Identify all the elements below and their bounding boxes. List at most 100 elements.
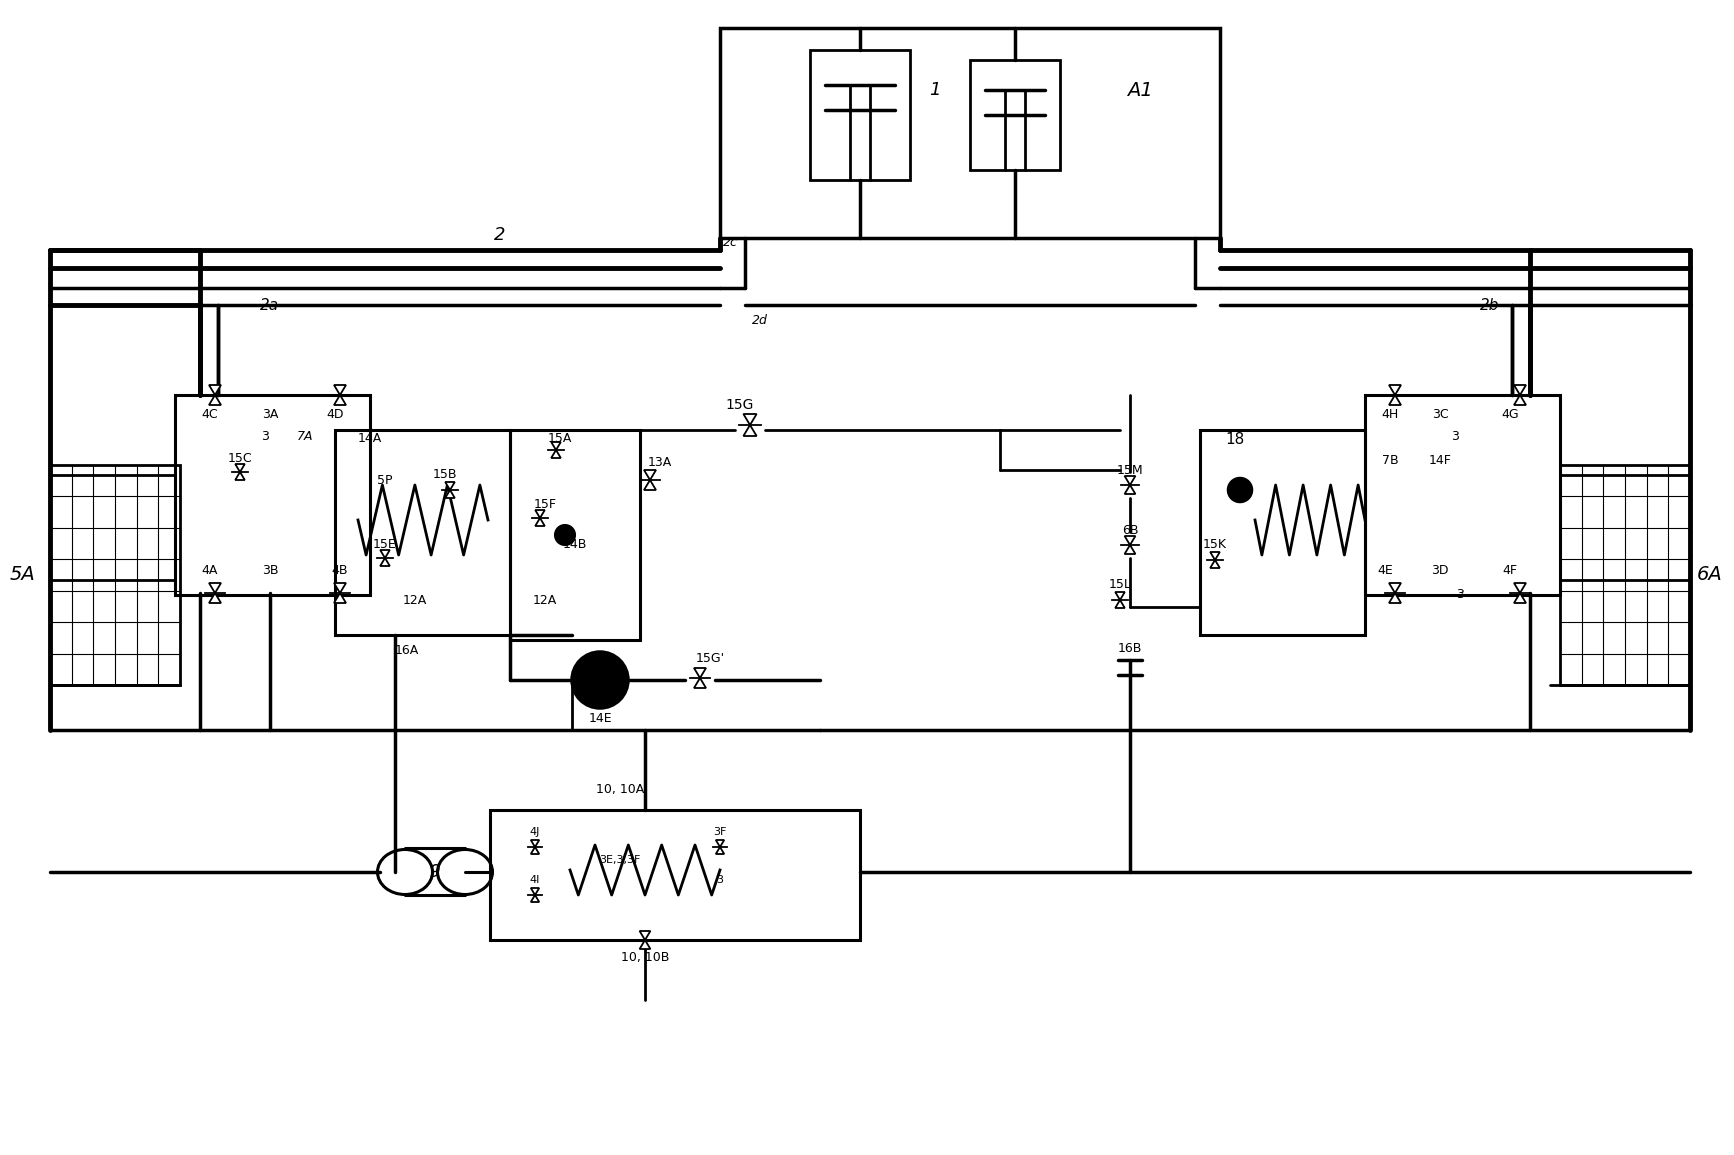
Text: 6B: 6B [1122,523,1138,537]
Polygon shape [531,840,539,847]
Text: 15F: 15F [534,499,557,512]
Polygon shape [640,940,650,949]
Text: 12A: 12A [402,594,427,606]
Text: 14F: 14F [1429,454,1451,467]
Polygon shape [643,470,655,480]
Polygon shape [380,558,390,566]
Polygon shape [1125,476,1136,485]
Text: 2c: 2c [723,237,737,249]
Polygon shape [531,847,539,854]
Polygon shape [210,385,220,395]
Text: 2: 2 [494,226,506,244]
Bar [491,810,860,940]
Polygon shape [640,931,650,940]
Polygon shape [716,840,725,847]
Circle shape [1228,478,1252,502]
Text: 14E: 14E [588,711,612,724]
Text: 3: 3 [1451,431,1458,444]
Text: 3E,3,3F: 3E,3,3F [600,855,640,865]
Polygon shape [1115,599,1125,608]
Text: 2b: 2b [1481,298,1500,313]
Text: 3F: 3F [713,827,727,837]
Text: 10, 10A: 10, 10A [596,783,643,797]
Text: 14A: 14A [357,432,381,445]
Text: 7B: 7B [1382,454,1398,467]
Text: 15B: 15B [434,469,458,482]
Text: 4D: 4D [326,409,343,422]
Text: 9: 9 [430,863,440,881]
Polygon shape [1389,583,1401,593]
Text: 16A: 16A [395,643,420,656]
Bar [810,50,910,180]
Polygon shape [210,395,220,405]
Polygon shape [446,482,454,490]
Text: 5P: 5P [378,474,392,486]
Bar [175,395,369,595]
Polygon shape [446,490,454,498]
Text: 2a: 2a [260,298,279,313]
Polygon shape [1389,593,1401,603]
Text: 15A: 15A [548,432,572,445]
Polygon shape [531,895,539,902]
Text: 3C: 3C [1432,409,1448,422]
Polygon shape [1389,395,1401,405]
Text: 4G: 4G [1502,409,1519,422]
Text: 15G': 15G' [695,651,725,664]
Text: 4B: 4B [331,564,349,576]
Bar [1561,465,1691,685]
Text: 4I: 4I [531,875,541,885]
Circle shape [572,653,628,708]
Text: 12A: 12A [532,594,557,606]
Text: 2d: 2d [753,313,768,327]
Polygon shape [531,888,539,895]
Bar [1365,395,1561,595]
Text: 16B: 16B [1118,641,1143,655]
Text: 15G: 15G [727,398,754,412]
Text: 15C: 15C [227,452,253,464]
Polygon shape [551,442,560,450]
Text: 3: 3 [1457,589,1463,602]
Polygon shape [335,385,347,395]
Bar [510,430,640,640]
Polygon shape [1125,536,1136,545]
Polygon shape [1389,385,1401,395]
Text: 15K: 15K [1203,538,1228,551]
Text: 4C: 4C [201,409,218,422]
Polygon shape [1125,545,1136,554]
Text: 4A: 4A [201,564,218,576]
Polygon shape [210,583,220,593]
Text: 3: 3 [716,875,723,885]
Text: 5A: 5A [9,566,35,584]
Polygon shape [335,395,347,405]
Text: 4E: 4E [1377,564,1392,576]
Polygon shape [210,593,220,603]
Polygon shape [1115,593,1125,599]
Polygon shape [1210,560,1219,568]
Polygon shape [744,425,756,435]
Bar [1200,430,1365,635]
Bar [969,60,1059,170]
Text: 6A: 6A [1698,566,1724,584]
Polygon shape [694,678,706,688]
Text: 3D: 3D [1431,564,1448,576]
Text: 13A: 13A [649,455,673,469]
Text: 1: 1 [929,81,942,99]
Polygon shape [335,593,347,603]
Polygon shape [1514,583,1526,593]
Text: 4F: 4F [1502,564,1517,576]
Bar [720,28,1221,238]
Text: 4J: 4J [531,827,541,837]
Polygon shape [1514,385,1526,395]
Text: 3: 3 [262,431,269,444]
Polygon shape [643,480,655,490]
Polygon shape [236,464,244,472]
Circle shape [555,526,576,545]
Polygon shape [744,413,756,425]
Polygon shape [716,847,725,854]
Text: 4H: 4H [1382,409,1399,422]
Polygon shape [536,517,544,526]
Polygon shape [694,668,706,678]
Polygon shape [380,550,390,558]
Polygon shape [1210,552,1219,560]
Polygon shape [551,450,560,459]
